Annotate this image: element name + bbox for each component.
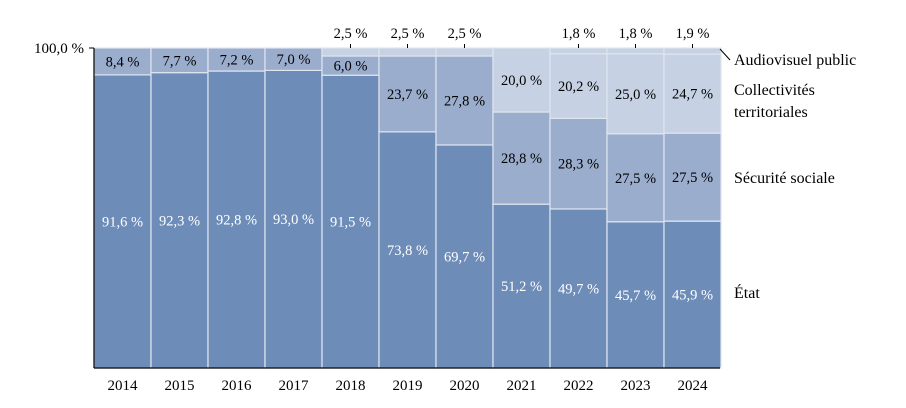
data-label-1-2021: 28,8 %	[501, 151, 542, 167]
data-label-2-2023: 25,0 %	[615, 87, 656, 103]
data-label-0-2020: 69,7 %	[444, 249, 485, 265]
bar-segment-1-2023	[606, 133, 665, 223]
bar-segment-1-2024	[663, 132, 722, 222]
callout-label-2019: 2,5 %	[391, 26, 425, 42]
data-label-2-2014: 8,4 %	[106, 54, 140, 70]
data-label-0-2023: 45,7 %	[615, 288, 656, 304]
data-label-2-2018: 6,0 %	[334, 59, 368, 75]
data-label-2-2020: 27,8 %	[444, 93, 485, 109]
bar-segment-3-2023	[606, 47, 665, 55]
x-tick-label-2022: 2022	[564, 378, 594, 394]
x-tick-label-2019: 2019	[393, 378, 423, 394]
bar-segment-0-2024	[663, 220, 722, 369]
data-label-2-2021: 20,0 %	[501, 73, 542, 89]
data-label-0-2022: 49,7 %	[558, 281, 599, 297]
data-label-2-2024: 24,7 %	[672, 87, 713, 103]
bar-segment-3-2024	[663, 47, 722, 55]
legend-leader-audiovisuel	[719, 48, 731, 61]
legend-etat: État	[734, 283, 760, 302]
callout-label-2018: 2,5 %	[334, 26, 368, 42]
bar-segment-2-2022	[549, 53, 608, 119]
data-label-1-2023: 27,5 %	[615, 171, 656, 187]
data-label-1-2022: 28,3 %	[558, 157, 599, 173]
x-tick-label-2021: 2021	[507, 378, 537, 394]
bar-segment-2-2014	[93, 47, 152, 76]
legend-securite-sociale: Sécurité sociale	[734, 170, 835, 187]
x-tick-label-2014: 2014	[108, 378, 139, 394]
x-tick-label-2016: 2016	[222, 378, 253, 394]
bars-layer	[93, 47, 722, 369]
x-tick-label-2024: 2024	[678, 378, 709, 394]
legend: Audiovisuel public Collectivités territor…	[719, 48, 856, 302]
bar-segment-0-2023	[606, 221, 665, 369]
data-label-0-2021: 51,2 %	[501, 279, 542, 295]
y-tick-label: 100,0 %	[34, 41, 84, 57]
data-label-2-2016: 7,2 %	[220, 53, 254, 69]
bar-segment-2-2019	[378, 55, 437, 133]
callout-label-2024: 1,9 %	[676, 26, 710, 42]
data-label-0-2016: 92,8 %	[216, 213, 257, 229]
bar-segment-3-2018	[321, 47, 380, 57]
data-label-2-2019: 23,7 %	[387, 87, 428, 103]
legend-collectivites: Collectivités territoriales	[734, 82, 815, 121]
bar-segment-0-2020	[435, 144, 494, 369]
bar-segment-0-2016	[207, 70, 266, 369]
bar-segment-2-2020	[435, 55, 494, 146]
data-label-2-2017: 7,0 %	[277, 52, 311, 68]
data-label-0-2017: 93,0 %	[273, 212, 314, 228]
legend-collectivites-line: territoriales	[734, 104, 808, 121]
x-tick-label-2023: 2023	[621, 378, 651, 394]
data-label-2-2022: 20,2 %	[558, 79, 599, 95]
x-tick-labels: 2014 2015 2016 2017 2018 2019 2020 2021 2022 2023…	[108, 378, 709, 394]
bar-segment-0-2014	[93, 74, 152, 369]
bar-segment-0-2022	[549, 208, 608, 369]
data-label-2-2015: 7,7 %	[163, 53, 197, 69]
bar-segment-1-2022	[549, 117, 608, 210]
callout-label-2023: 1,8 %	[619, 26, 653, 42]
data-label-0-2014: 91,6 %	[102, 214, 143, 230]
bar-segment-3-2019	[378, 47, 437, 57]
x-tick-label-2017: 2017	[279, 378, 310, 394]
bar-segment-3-2020	[435, 47, 494, 57]
data-labels-layer: 91,6 % 8,4 % 92,3 % 7,7 % 92,8 % 7,2 % 93,0 % 7…	[102, 26, 713, 304]
data-label-1-2024: 27,5 %	[672, 170, 713, 186]
x-tick-label-2018: 2018	[336, 378, 366, 394]
data-label-0-2015: 92,3 %	[159, 213, 200, 229]
bar-segment-2-2024	[663, 53, 722, 134]
legend-collectivites-line: Collectivités	[734, 82, 815, 99]
bar-segment-0-2021	[492, 203, 551, 369]
callout-label-2020: 2,5 %	[448, 26, 482, 42]
data-label-0-2018: 91,5 %	[330, 215, 371, 231]
bar-segment-3-2022	[549, 47, 608, 55]
bar-segment-2-2023	[606, 53, 665, 135]
data-label-0-2019: 73,8 %	[387, 243, 428, 259]
data-label-0-2024: 45,9 %	[672, 288, 713, 304]
callout-label-2022: 1,8 %	[562, 26, 596, 42]
bar-segment-0-2018	[321, 74, 380, 369]
bar-segment-1-2021	[492, 111, 551, 205]
callouts-layer	[350, 44, 693, 48]
legend-audiovisuel-public: Audiovisuel public	[734, 52, 856, 69]
x-tick-label-2020: 2020	[450, 378, 480, 394]
x-tick-label-2015: 2015	[165, 378, 195, 394]
bar-segment-2-2021	[492, 47, 551, 113]
